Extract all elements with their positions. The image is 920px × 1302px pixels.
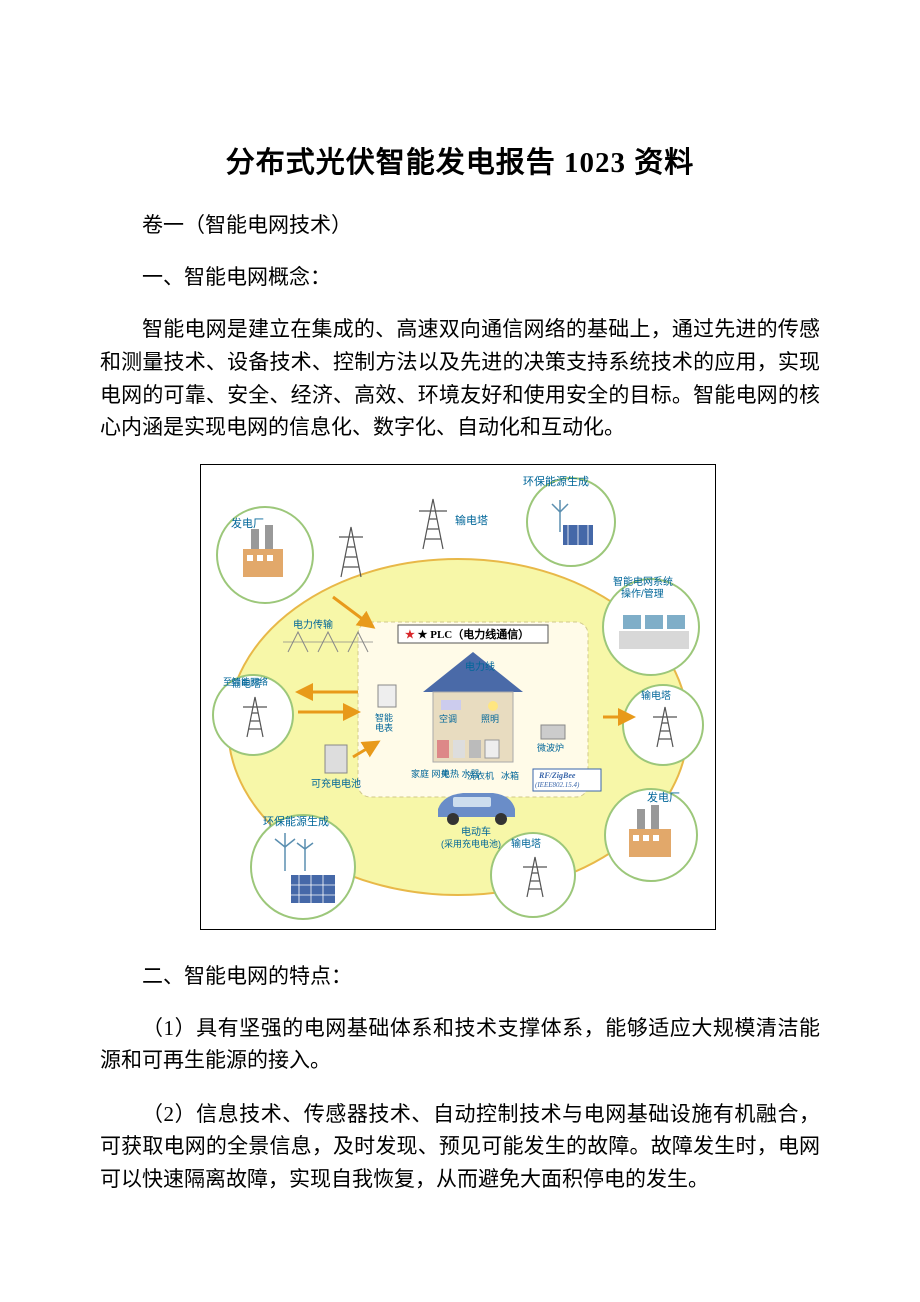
document-page: 分布式光伏智能发电报告 1023 资料 卷一（智能电网技术） 一、智能电网概念：… [0,0,920,1275]
rf-zigbee-box: RF/ZigBee (IEEE802.15.4) [533,769,601,791]
solar-panel-bottom [291,875,335,903]
label-wind-bottom: 环保能源生成 [263,814,329,828]
tower-right-bubble: 输电塔 [623,685,703,765]
label-grid-sys1: 智能电网系统 [613,575,673,588]
tower-top-center: 输电塔 [419,499,488,549]
label-tower-right: 输电塔 [641,689,671,702]
plc-label-box: ★ ★ PLC（电力线通信） [398,625,548,643]
building-icon [243,549,283,577]
label-microwave: 微波炉 [537,742,564,753]
label-plc: ★ ★ PLC（电力线通信） [405,627,529,641]
label-tower-bottom: 输电塔 [511,837,541,850]
battery-icon [325,745,347,773]
label-to-smart: 至智能网络 [223,676,268,687]
feature-item-1: （1）具有坚强的电网基础体系和技术支撑体系，能够适应大规模清洁能源和可再生能源的… [100,1012,820,1077]
label-rf1: RF/ZigBee [538,771,576,780]
microwave-icon [541,725,565,739]
label-recharge-bat: 可充电电池 [311,777,361,790]
smart-meter-icon [378,685,396,707]
section-heading-concept: 一、智能电网概念： [100,261,820,291]
label-powerplant2: 发电厂 [647,790,680,804]
section-heading-features: 二、智能电网的特点： [100,960,820,990]
grid-mgmt-bubble: 智能电网系统 操作/管理 [603,575,699,675]
powerplant-bubble: 发电厂 [217,507,313,603]
label-grid-sys2: 操作/管理 [621,587,664,600]
label-ev1: 电动车 [461,825,491,838]
tower-bottom-bubble: 输电塔 [491,833,575,917]
wind-top-bubble: 环保能源生成 [523,474,615,566]
label-powerplant: 发电厂 [231,516,264,530]
label-power-trans: 电力传输 [293,618,333,631]
diagram-svg: 发电厂 输电塔 [203,467,713,927]
label-fridge: 冰箱 [501,770,519,781]
diagram-frame: 发电厂 输电塔 [200,464,716,930]
label-aircon: 空调 [439,713,457,724]
page-title: 分布式光伏智能发电报告 1023 资料 [100,139,820,181]
label-wind-top: 环保能源生成 [523,474,589,488]
tower-left-bubble: 输电塔 [213,675,293,755]
label-ev2: (采用充电电池) [441,838,501,849]
wind-bottom-bubble: 环保能源生成 [251,814,355,919]
tower-top-left [339,527,363,577]
smart-grid-diagram: 发电厂 输电塔 [203,467,713,927]
label-rf2: (IEEE802.15.4) [535,781,580,789]
volume-subtitle: 卷一（智能电网技术） [100,209,820,239]
label-powerline: 电力线 [465,660,495,673]
feature-item-2: （2）信息技术、传感器技术、自动控制技术与电网基础设施有机融合，可获取电网的全景… [100,1098,820,1196]
label-washer: 洗衣机 [467,770,494,781]
label-lighting: 照明 [481,714,499,724]
section-body-concept: 智能电网是建立在集成的、高速双向通信网络的基础上，通过先进的传感和测量技术、设备… [100,313,820,443]
label-tower-top: 输电塔 [455,513,488,527]
label-smart-meter: 智能电表 [375,712,393,733]
powerplant-bottom-bubble: 发电厂 [605,789,697,881]
diagram-container: 发电厂 输电塔 [200,464,820,932]
